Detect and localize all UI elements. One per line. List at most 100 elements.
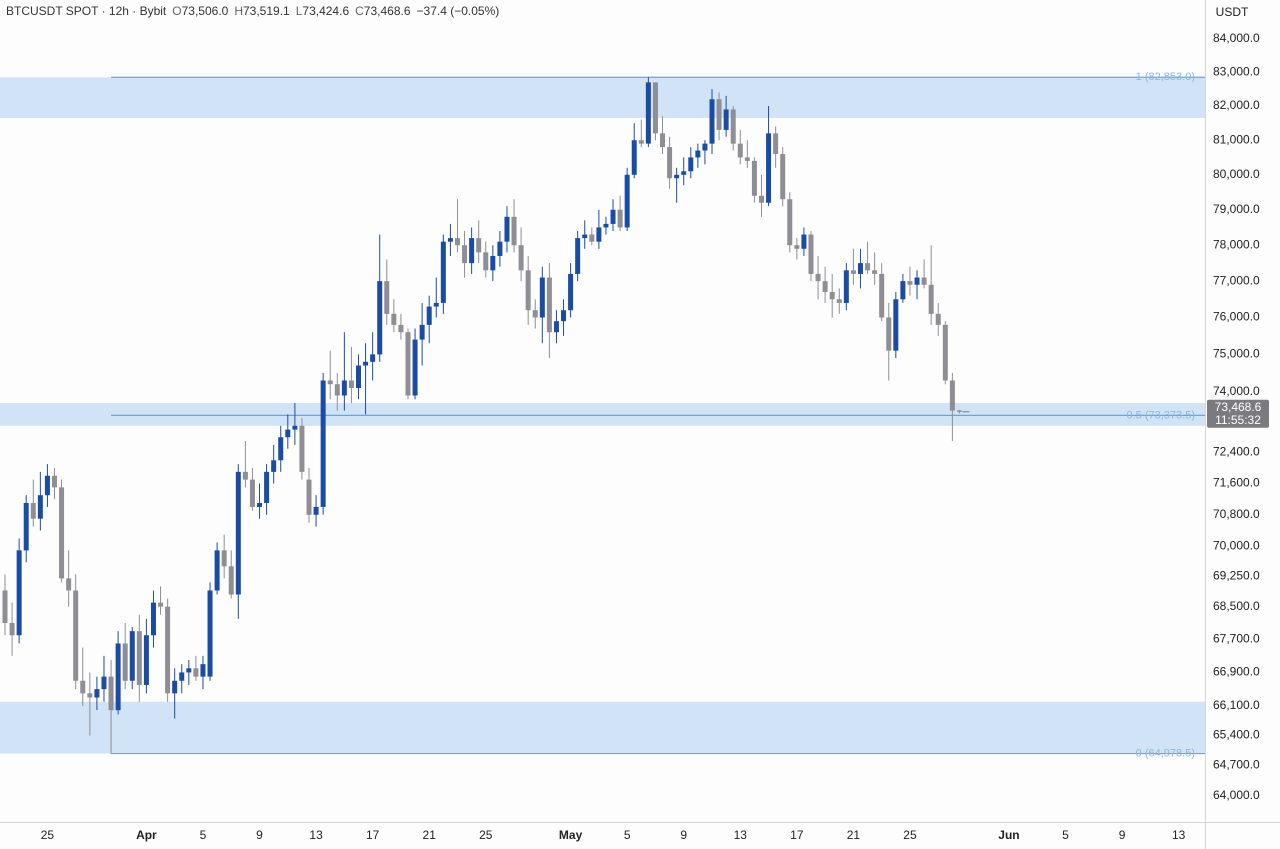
candle-body [956,410,962,412]
candle-body [645,82,651,144]
candle-body [356,365,361,388]
y-tick-label: 74,000.0 [1213,384,1260,398]
y-tick-label: 82,000.0 [1213,98,1260,112]
candle-body [942,324,948,381]
candle-body [214,550,220,591]
candle-body [143,635,149,685]
candle-body [37,495,43,519]
candle-body [730,109,736,144]
y-tick-label: 67,700.0 [1213,632,1260,646]
candle-body [165,606,171,694]
y-tick-label: 83,000.0 [1213,64,1260,78]
y-tick-label: 78,000.0 [1213,237,1260,251]
candle-body [695,150,701,158]
candle-body [150,602,156,636]
price-box [1207,399,1269,428]
x-tick-label: 25 [479,828,493,842]
candle-body [73,590,79,681]
candle-body [59,487,65,579]
candle-body [900,281,906,300]
candle-body [751,160,757,196]
candle-body [758,195,764,203]
y-tick-label: 79,000.0 [1213,202,1260,216]
zone [0,403,1205,426]
x-tick-label: 21 [423,828,437,842]
candle-body [179,672,185,681]
candle-body [101,676,107,690]
candle-body [815,273,821,282]
candle-body [907,281,913,285]
candle-body [66,578,72,591]
candle-body [829,292,835,300]
candle-body [610,209,616,224]
symbol: BTCUSDT SPOT · 12h · Bybit [6,4,167,18]
candle-body [674,174,680,179]
candle-body [16,550,22,636]
candle-body [341,380,347,396]
zone [0,77,1205,118]
y-tick-label: 81,000.0 [1213,132,1260,146]
candle-body [23,502,29,551]
y-tick-label: 80,000.0 [1213,167,1260,181]
y-tick-label: 64,000.0 [1213,788,1260,802]
candle-body [235,471,241,595]
candle-body [822,281,828,293]
candle-body [518,245,524,271]
candle-body [702,143,708,151]
candle-body [257,502,263,507]
candle-body [652,82,658,134]
candle-body [716,99,722,130]
x-tick-label: 9 [680,828,687,842]
candle-body [808,234,814,274]
candle-body [483,252,489,271]
close-label: C [355,4,364,18]
change: −37.4 (−0.05%) [417,4,500,18]
candle-body [264,471,270,503]
y-tick-label: 68,500.0 [1213,599,1260,613]
candle-body [603,223,609,228]
candle-body [2,590,8,623]
x-tick-label: 25 [41,828,55,842]
candle-body [419,324,425,340]
y-tick-label: 77,000.0 [1213,273,1260,287]
x-tick-label: 17 [790,828,804,842]
candle-body [129,631,135,681]
candle-body [589,234,595,242]
candle-body [476,238,482,253]
plot [0,76,1205,755]
y-tick-label: 66,100.0 [1213,698,1260,712]
y-tick-label: 70,000.0 [1213,539,1260,553]
candle-body [638,140,644,144]
candle-body [292,425,298,430]
candle-body [377,281,383,355]
candle-body [299,425,305,472]
candle-body [108,676,114,711]
candle-body [596,227,602,242]
candle-body [794,245,800,249]
candle-body [207,590,213,677]
candle-body [709,99,715,144]
candle-body [843,270,849,303]
candle-body [723,109,729,130]
candle-body [575,238,581,274]
candle-body [617,209,623,228]
candle-body [879,273,885,318]
candle-body [667,147,673,179]
candle-body [412,339,418,396]
candle-body [801,234,807,249]
header: BTCUSDT SPOT · 12h · Bybit O73,506.0 H73,5… [6,4,499,18]
candle-body [681,171,687,175]
candle-body [525,270,531,311]
countdown: 11:55:32 [1215,413,1261,427]
x-tick-label: 21 [847,828,861,842]
x-tick-label: Jun [998,828,1019,842]
candle-body [490,255,496,271]
candle-body [532,310,538,318]
candle-body [221,550,227,567]
candle-body [158,602,164,607]
candle-body [935,313,941,325]
candle-body [469,238,475,264]
candle-body [94,689,100,698]
